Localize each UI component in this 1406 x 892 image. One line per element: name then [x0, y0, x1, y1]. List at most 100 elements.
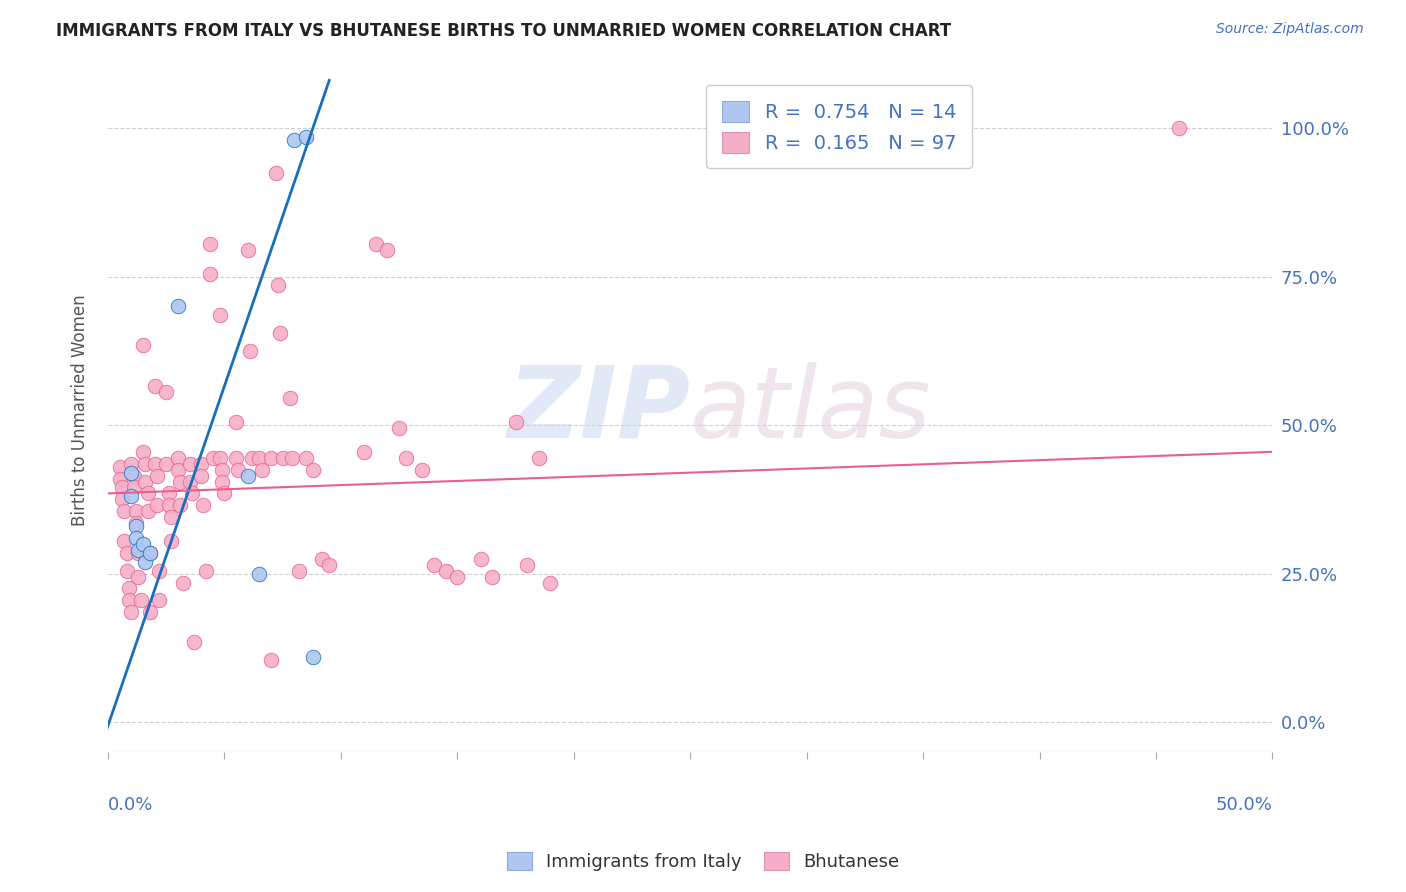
- Point: [395, 450, 418, 465]
- Point: [236, 243, 259, 257]
- Point: [470, 551, 492, 566]
- Point: [434, 564, 457, 578]
- Point: [120, 605, 142, 619]
- Point: [122, 480, 145, 494]
- Point: [225, 450, 247, 465]
- Text: 0.0%: 0.0%: [108, 797, 153, 814]
- Point: [111, 492, 134, 507]
- Point: [127, 546, 149, 560]
- Point: [281, 450, 304, 465]
- Point: [388, 421, 411, 435]
- Point: [211, 463, 233, 477]
- Point: [108, 471, 131, 485]
- Point: [516, 558, 538, 572]
- Legend: R =  0.754   N = 14, R =  0.165   N = 97: R = 0.754 N = 14, R = 0.165 N = 97: [706, 85, 972, 169]
- Point: [260, 653, 283, 667]
- Point: [247, 566, 270, 581]
- Text: IMMIGRANTS FROM ITALY VS BHUTANESE BIRTHS TO UNMARRIED WOMEN CORRELATION CHART: IMMIGRANTS FROM ITALY VS BHUTANESE BIRTH…: [56, 22, 952, 40]
- Point: [172, 575, 194, 590]
- Point: [146, 498, 169, 512]
- Point: [112, 504, 135, 518]
- Point: [129, 593, 152, 607]
- Point: [160, 533, 183, 548]
- Point: [155, 385, 177, 400]
- Point: [364, 236, 387, 251]
- Point: [269, 326, 291, 340]
- Point: [127, 569, 149, 583]
- Point: [527, 450, 550, 465]
- Y-axis label: Births to Unmarried Women: Births to Unmarried Women: [72, 294, 89, 526]
- Point: [125, 516, 148, 530]
- Point: [125, 531, 148, 545]
- Point: [278, 392, 301, 406]
- Point: [122, 468, 145, 483]
- Point: [179, 475, 201, 489]
- Point: [167, 450, 190, 465]
- Point: [264, 165, 287, 179]
- Point: [193, 498, 215, 512]
- Point: [295, 450, 318, 465]
- Point: [157, 486, 180, 500]
- Point: [288, 564, 311, 578]
- Point: [112, 533, 135, 548]
- Point: [211, 475, 233, 489]
- Point: [148, 564, 170, 578]
- Point: [118, 582, 141, 596]
- Point: [236, 468, 259, 483]
- Point: [132, 338, 155, 352]
- Point: [481, 569, 503, 583]
- Point: [139, 605, 162, 619]
- Point: [318, 558, 340, 572]
- Point: [225, 415, 247, 429]
- Point: [139, 546, 162, 560]
- Point: [134, 555, 156, 569]
- Point: [214, 486, 236, 500]
- Point: [302, 463, 325, 477]
- Text: ZIP: ZIP: [508, 362, 690, 458]
- Point: [111, 480, 134, 494]
- Point: [155, 457, 177, 471]
- Point: [132, 537, 155, 551]
- Point: [239, 343, 262, 358]
- Point: [228, 463, 250, 477]
- Point: [242, 450, 264, 465]
- Point: [134, 457, 156, 471]
- Point: [167, 463, 190, 477]
- Legend: Immigrants from Italy, Bhutanese: Immigrants from Italy, Bhutanese: [499, 845, 907, 879]
- Point: [136, 486, 159, 500]
- Point: [169, 475, 191, 489]
- Point: [120, 457, 142, 471]
- Point: [505, 415, 527, 429]
- Point: [295, 129, 318, 144]
- Point: [190, 468, 212, 483]
- Point: [136, 504, 159, 518]
- Point: [120, 489, 142, 503]
- Text: atlas: atlas: [690, 362, 932, 458]
- Point: [115, 546, 138, 560]
- Point: [134, 475, 156, 489]
- Point: [423, 558, 446, 572]
- Point: [200, 267, 222, 281]
- Point: [139, 546, 162, 560]
- Point: [108, 459, 131, 474]
- Point: [169, 498, 191, 512]
- Point: [183, 635, 205, 649]
- Point: [353, 445, 375, 459]
- Point: [540, 575, 562, 590]
- Text: 50.0%: 50.0%: [1216, 797, 1272, 814]
- Point: [148, 593, 170, 607]
- Point: [143, 379, 166, 393]
- Point: [125, 504, 148, 518]
- Point: [377, 243, 399, 257]
- Point: [411, 463, 433, 477]
- Point: [180, 486, 202, 500]
- Point: [260, 450, 283, 465]
- Point: [120, 466, 142, 480]
- Point: [146, 468, 169, 483]
- Point: [132, 445, 155, 459]
- Point: [143, 457, 166, 471]
- Point: [283, 133, 305, 147]
- Point: [208, 308, 231, 322]
- Point: [125, 519, 148, 533]
- Text: Source: ZipAtlas.com: Source: ZipAtlas.com: [1216, 22, 1364, 37]
